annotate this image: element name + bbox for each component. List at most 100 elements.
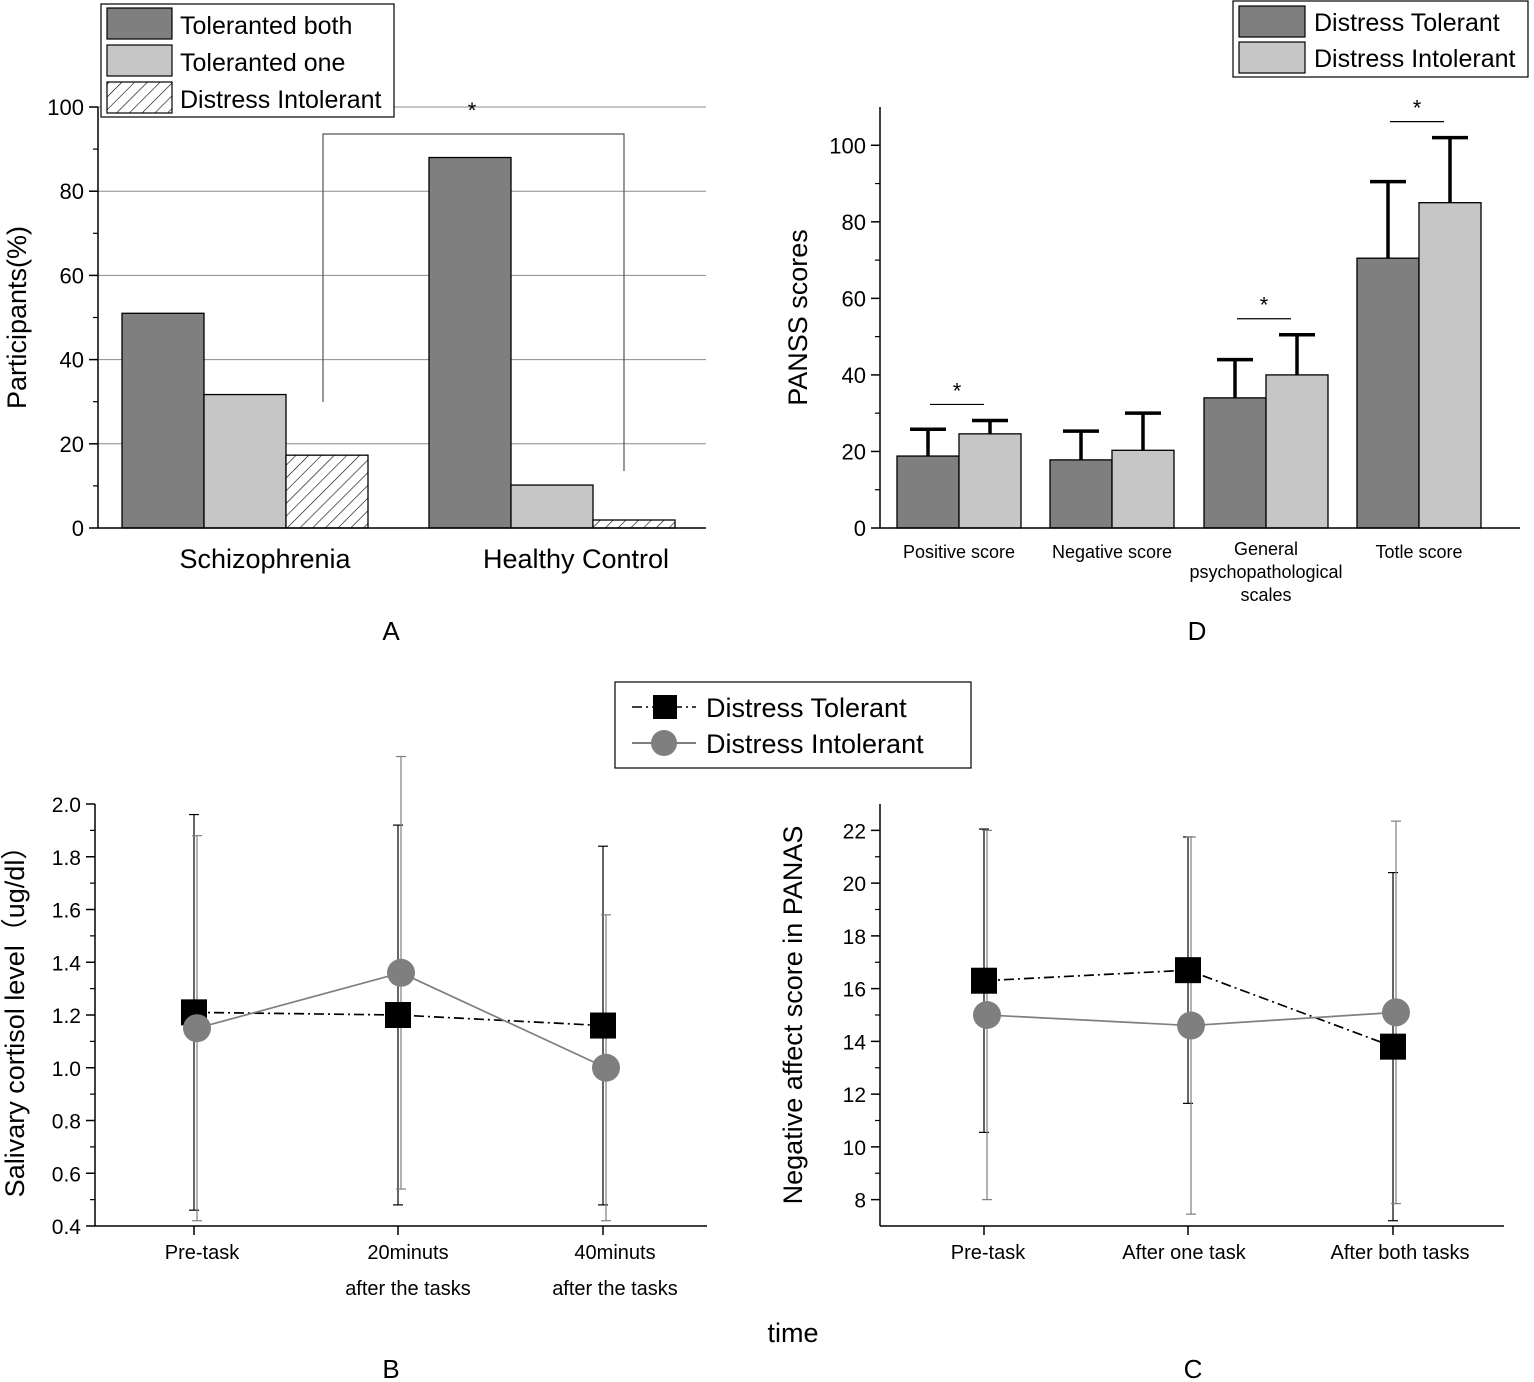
category-label: Pre-task: [165, 1242, 240, 1264]
legend-d: Distress Tolerant Distress Intolerant: [1232, 0, 1529, 78]
marker-distress-intolerant: [1382, 998, 1410, 1027]
y-tick-label: 8: [854, 1190, 866, 1213]
bar-distress-tolerant-1: [1049, 459, 1113, 529]
y-tick-label: 1.4: [52, 952, 82, 975]
y-tick-label: 14: [843, 1031, 867, 1054]
y-tick-label: 0.8: [52, 1111, 81, 1134]
y-tick-label: 22: [843, 820, 866, 843]
category-label: Totle score: [1375, 542, 1462, 562]
y-tick-label: 40: [60, 348, 84, 373]
y-axis-label: PANSS scores: [783, 229, 813, 406]
y-axis-label: Participants(%): [2, 226, 32, 409]
marker-distress-tolerant: [1380, 1033, 1406, 1060]
category-label: After both tasks: [1331, 1242, 1470, 1264]
significance-star: *: [1260, 293, 1269, 318]
panel-c-chart: 8 10 12 14 16 18 20 22 Negative affect score in …: [778, 804, 1504, 1264]
legend-swatch-distress-intolerant: [1238, 41, 1306, 74]
shared-legend-intolerant: Distress Intolerant: [706, 729, 924, 759]
legend-label-distress-intolerant: Distress Intolerant: [1314, 45, 1516, 73]
shared-x-axis-label: time: [767, 1318, 818, 1348]
legend-label-toleranted-one: Toleranted one: [180, 49, 345, 77]
marker-distress-intolerant: [183, 1014, 211, 1043]
category-label: 20minuts: [367, 1242, 448, 1264]
marker-distress-tolerant: [385, 1002, 411, 1028]
marker-distress-tolerant: [590, 1012, 616, 1039]
y-tick-label: 0.4: [52, 1216, 82, 1239]
marker-distress-intolerant: [592, 1053, 620, 1082]
bar-distress-tolerant-0: [896, 455, 960, 529]
category-label: Negative score: [1052, 542, 1172, 562]
legend-swatch-toleranted-one: [106, 44, 173, 77]
significance-star: *: [468, 98, 477, 123]
panel-d-chart: * * * 0 20 40 60 80 100 PANSS scores Positive scor…: [783, 0, 1529, 605]
y-tick-label: 60: [60, 263, 84, 288]
y-tick-label: 0.6: [52, 1163, 81, 1186]
y-tick-label: 18: [843, 926, 866, 949]
y-axis-label: Salivary cortisol level（ug/dl）: [0, 833, 30, 1198]
y-tick-label: 20: [843, 873, 866, 896]
y-tick-label: 80: [60, 179, 84, 204]
y-tick-label: 2.0: [52, 794, 81, 817]
legend-label-distress-intolerant: Distress Intolerant: [180, 86, 382, 114]
shared-legend-tolerant: Distress Tolerant: [706, 693, 907, 723]
category-label: Pre-task: [951, 1242, 1026, 1264]
panel-label-a: A: [382, 616, 400, 646]
category-label: 40minuts: [574, 1242, 655, 1264]
y-tick-label: 20: [60, 432, 84, 457]
category-label: After one task: [1122, 1242, 1246, 1264]
bar-distress-intolerant-healthy-control: [592, 519, 676, 529]
y-tick-label: 1.2: [52, 1005, 81, 1028]
category-label: General: [1234, 539, 1298, 559]
marker-distress-tolerant: [1175, 957, 1201, 984]
category-label: Positive score: [903, 542, 1015, 562]
y-tick-label: 0: [72, 516, 84, 541]
y-axis-label: Negative affect score in PANAS: [778, 826, 808, 1205]
bar-distress-tolerant-3: [1356, 257, 1420, 529]
y-tick-label: 1.8: [52, 847, 81, 870]
y-tick-label: 20: [842, 439, 866, 464]
panel-label-c: C: [1184, 1354, 1203, 1382]
shared-legend: Distress Tolerant Distress Intolerant: [614, 681, 972, 769]
y-tick-label: 16: [843, 979, 866, 1002]
bar-distress-intolerant-schizophrenia: [285, 454, 369, 529]
panel-b-chart: 0.4 0.6 0.8 1.0 1.2 1.4 1.6 1.8 2.0 Salivary cort…: [0, 755, 707, 1300]
category-label: after the tasks: [552, 1278, 678, 1300]
y-tick-label: 100: [829, 133, 866, 158]
y-tick-label: 10: [843, 1137, 866, 1160]
legend-swatch-toleranted-both: [106, 7, 173, 40]
marker-distress-tolerant: [971, 967, 997, 994]
category-label: Schizophrenia: [179, 544, 351, 574]
bar-toleranted-one-schizophrenia: [203, 393, 287, 529]
legend-swatch-distress-tolerant: [1238, 5, 1306, 38]
bar-toleranted-both-schizophrenia: [121, 312, 205, 529]
significance-star: *: [1413, 96, 1422, 121]
y-tick-label: 1.6: [52, 900, 81, 923]
legend-swatch-distress-intolerant: [106, 81, 173, 114]
marker-distress-intolerant: [1177, 1011, 1205, 1040]
bar-distress-intolerant-3: [1418, 202, 1482, 529]
marker-distress-intolerant: [387, 958, 415, 987]
bar-distress-intolerant-1: [1111, 449, 1175, 529]
y-tick-label: 100: [47, 95, 84, 120]
category-label: scales: [1240, 585, 1291, 605]
significance-star: *: [953, 378, 962, 403]
y-tick-label: 0: [854, 516, 866, 541]
bar-distress-intolerant-2: [1265, 374, 1329, 529]
y-tick-label: 60: [842, 286, 866, 311]
category-label: Healthy Control: [483, 544, 669, 574]
legend-a: Toleranted both Toleranted one Distress In…: [100, 3, 395, 118]
y-tick-label: 80: [842, 210, 866, 235]
panel-label-d: D: [1188, 616, 1207, 646]
category-label: psychopathological: [1189, 562, 1342, 582]
bar-distress-tolerant-2: [1203, 397, 1267, 529]
significance-bracket: [322, 133, 625, 471]
marker-distress-intolerant: [973, 1001, 1001, 1029]
y-tick-label: 1.0: [52, 1058, 81, 1081]
legend-label-distress-tolerant: Distress Tolerant: [1314, 9, 1500, 37]
bar-toleranted-both-healthy-control: [428, 156, 512, 529]
category-label: after the tasks: [345, 1278, 471, 1300]
panel-label-b: B: [382, 1354, 399, 1382]
y-tick-label: 12: [843, 1084, 866, 1107]
panel-a-chart: 0 20 40 60 80 100 Participants(%) Schizophrenia…: [2, 3, 706, 574]
